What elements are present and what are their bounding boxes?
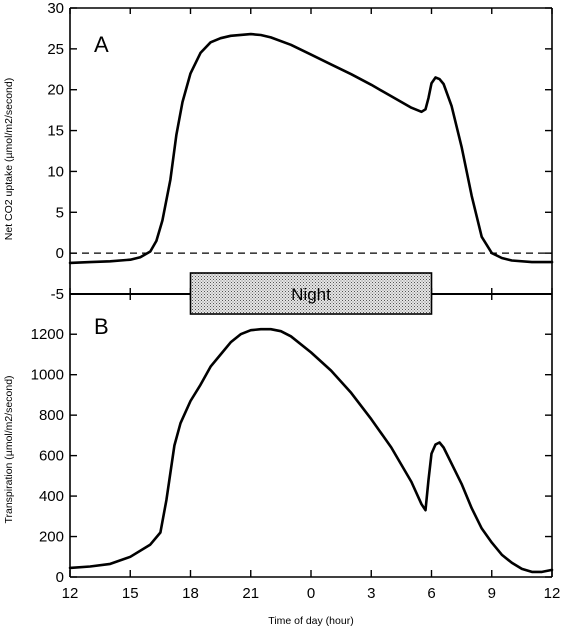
x-tick-label: 18 xyxy=(182,585,199,602)
x-axis-label: Time of day (hour) xyxy=(268,615,353,627)
panel-a-y-tick-label: 15 xyxy=(47,123,64,140)
panel-a-y-tick-label: -5 xyxy=(51,286,64,303)
x-tick-label: 6 xyxy=(427,585,435,602)
panel-b-y-tick-label: 1000 xyxy=(31,367,64,384)
panel-a-y-tick-label: 30 xyxy=(47,0,64,17)
panel-b-y-tick-label: 800 xyxy=(39,407,64,424)
night-band-label: Night xyxy=(291,285,331,304)
panel-a-y-tick-label: 10 xyxy=(47,163,64,180)
panel-b-label: B xyxy=(94,314,109,339)
x-tick-label: 9 xyxy=(488,585,496,602)
panel-b-y-tick-label: 400 xyxy=(39,488,64,505)
co2-uptake-line xyxy=(68,32,554,265)
panel-a-y-tick-label: 5 xyxy=(56,204,64,221)
x-tick-label: 21 xyxy=(242,585,259,602)
panel-a-label: A xyxy=(94,32,109,57)
panel-b-y-tick-label: 0 xyxy=(56,569,64,586)
panel-b-y-axis-label: Transpiration (µmol/m2/second) xyxy=(3,375,15,523)
x-tick-label: 15 xyxy=(122,585,139,602)
x-tick-label: 0 xyxy=(307,585,315,602)
panel-b-y-tick-label: 1200 xyxy=(31,326,64,343)
panel-a-y-axis-label: Net CO2 uptake (µmol/m2/second) xyxy=(3,78,15,240)
transpiration-line xyxy=(68,327,554,574)
panel-b-y-tick-label: 600 xyxy=(39,448,64,465)
x-tick-label: 12 xyxy=(62,585,79,602)
panel-a-y-tick-label: 20 xyxy=(47,82,64,99)
panel-a-y-tick-label: 25 xyxy=(47,41,64,58)
x-tick-label: 12 xyxy=(544,585,561,602)
panel-b-y-tick-label: 200 xyxy=(39,529,64,546)
panel-a-y-tick-label: 0 xyxy=(56,245,64,262)
x-tick-label: 3 xyxy=(367,585,375,602)
night-band xyxy=(189,272,433,315)
